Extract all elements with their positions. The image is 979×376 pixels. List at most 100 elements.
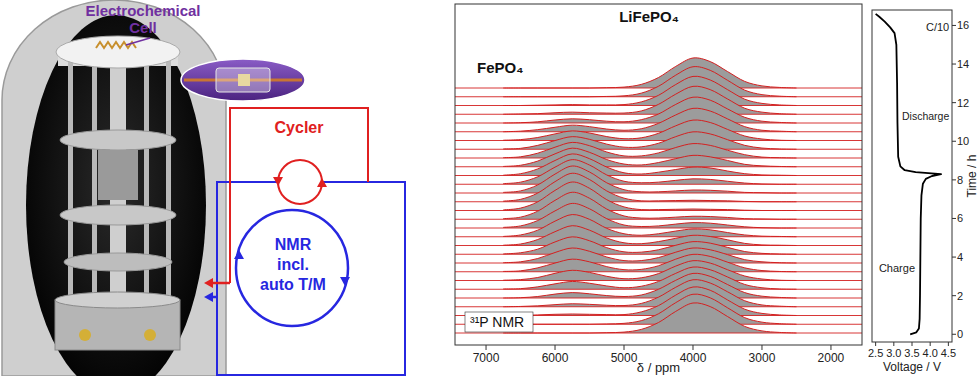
x-tick-label: 3.5 [904, 347, 919, 359]
x-tick-label: 3.0 [886, 347, 901, 359]
label-bg [474, 57, 530, 77]
y-tick-label: 4 [957, 251, 963, 263]
baseline [455, 236, 862, 237]
x-tick [893, 342, 894, 346]
y-tick [952, 218, 956, 219]
y-axis-label: Time / h [965, 155, 979, 198]
spectrum-line [503, 215, 796, 237]
connector [79, 329, 91, 341]
y-tick-label: 14 [957, 58, 969, 70]
label: Electrochemical [85, 2, 200, 19]
y-tick [952, 334, 956, 335]
spectrum-line [503, 287, 796, 316]
spectrum-fill [503, 142, 796, 158]
nmr-box [217, 182, 405, 375]
x-tick [555, 345, 556, 350]
spectrum-line [503, 254, 796, 271]
voltage-line [876, 14, 941, 334]
spectrum-fill [503, 86, 796, 114]
spectrum-line [503, 267, 796, 289]
spectrum-fill [503, 226, 796, 246]
y-tick-label: 12 [957, 97, 969, 109]
x-tick [761, 345, 762, 350]
y-tick [952, 25, 956, 26]
probe-rod [166, 60, 171, 305]
spectrum-fill [503, 67, 796, 97]
arrow-head [204, 292, 213, 302]
cell-coil [96, 42, 136, 48]
y-tick [952, 64, 956, 65]
spectrum-line [503, 132, 796, 149]
plot-bg [455, 4, 862, 345]
label: incl. [277, 256, 309, 273]
baseline [455, 193, 862, 194]
label: Cell [129, 19, 157, 36]
probe-disk [60, 130, 176, 150]
y-tick [952, 141, 956, 142]
arrow-head [234, 250, 244, 259]
label-bg [465, 312, 533, 332]
x-tick-label: 4.5 [941, 347, 956, 359]
baseline [455, 254, 862, 255]
spectrum-fill [503, 132, 796, 149]
annotation: FePO₄ [477, 59, 523, 76]
probe-base-top [55, 292, 180, 308]
x-tick-label: 2000 [818, 351, 845, 365]
x-tick-label: 2.5 [868, 347, 883, 359]
x-tick-label: 3000 [749, 351, 776, 365]
arrow-line [212, 282, 230, 285]
spectrum-line [503, 108, 796, 132]
spectrum-fill [503, 108, 796, 132]
probe-rod [68, 60, 73, 305]
spectrum-fill [503, 248, 796, 263]
x-axis-label: δ / ppm [637, 360, 680, 375]
baseline [455, 201, 862, 202]
plot-frame [455, 4, 862, 345]
spectrum-fill [503, 280, 796, 307]
y-tick-label: 0 [957, 328, 963, 340]
spectrum-line [503, 86, 796, 114]
x-tick-label: 5000 [611, 351, 638, 365]
probe-disk [64, 253, 172, 271]
leader-line [126, 38, 150, 45]
annotation: ³¹P NMR [470, 314, 524, 330]
spectrum-fill [503, 273, 796, 298]
baseline [455, 175, 862, 176]
spectrum-line [503, 203, 796, 228]
arrow-head [273, 177, 283, 186]
label: Cycler [275, 119, 324, 136]
spectrum-line [503, 261, 796, 281]
voltage-curve [876, 14, 941, 334]
y-tick [952, 295, 956, 296]
arrow-head [340, 277, 350, 286]
exchange-circle [278, 160, 322, 204]
annotation: Discharge [902, 110, 949, 122]
x-tick-label: 4000 [680, 351, 707, 365]
baseline [455, 245, 862, 246]
x-tick [624, 345, 625, 350]
probe-photo [26, 15, 206, 376]
spectrum-line [503, 76, 796, 105]
probe-disk [60, 205, 176, 225]
x-tick-label: 4.0 [923, 347, 938, 359]
spectrum-fill [503, 76, 796, 105]
y-tick [952, 102, 956, 103]
spectrum-line [503, 226, 796, 246]
spectrum-line [503, 97, 796, 123]
y-tick-label: 16 [957, 19, 969, 31]
label: NMR [275, 236, 312, 253]
spectrum-fill [503, 254, 796, 271]
spectrum-line [503, 280, 796, 307]
x-tick [830, 345, 831, 350]
connector [144, 329, 156, 341]
spectrum-line [503, 303, 796, 333]
cell-electrode [238, 74, 250, 86]
spectrum-line [503, 58, 796, 88]
annotation: Charge [879, 262, 915, 274]
spectrum-fill [503, 58, 796, 88]
x-tick [486, 345, 487, 350]
y-tick-label: 10 [957, 135, 969, 147]
baseline [455, 166, 862, 167]
spectrum-fill [503, 97, 796, 123]
spectrum-line [503, 67, 796, 97]
